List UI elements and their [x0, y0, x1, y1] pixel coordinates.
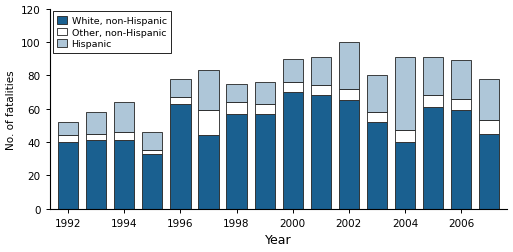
Bar [395, 131, 415, 143]
Bar [226, 84, 247, 103]
Y-axis label: No. of fatalities: No. of fatalities [6, 70, 15, 149]
Bar [283, 59, 303, 83]
Bar [86, 113, 106, 134]
Bar [367, 113, 387, 122]
Bar [86, 141, 106, 209]
Bar [58, 143, 78, 209]
Bar [395, 143, 415, 209]
Bar [254, 114, 275, 209]
Bar [479, 134, 499, 209]
Bar [367, 122, 387, 209]
Bar [199, 136, 219, 209]
Bar [254, 83, 275, 104]
Bar [142, 154, 163, 209]
Bar [451, 61, 471, 99]
X-axis label: Year: Year [265, 234, 292, 246]
Bar [199, 71, 219, 111]
Bar [142, 133, 163, 151]
Bar [423, 58, 443, 96]
Bar [339, 101, 359, 209]
Bar [170, 79, 190, 98]
Bar [423, 96, 443, 108]
Bar [254, 104, 275, 114]
Bar [311, 86, 331, 96]
Bar [479, 121, 499, 134]
Bar [114, 141, 134, 209]
Bar [283, 93, 303, 209]
Bar [86, 134, 106, 141]
Bar [451, 99, 471, 111]
Bar [114, 103, 134, 133]
Bar [58, 136, 78, 143]
Bar [395, 58, 415, 131]
Bar [142, 151, 163, 154]
Bar [226, 114, 247, 209]
Bar [114, 133, 134, 141]
Bar [367, 76, 387, 113]
Bar [58, 122, 78, 136]
Bar [339, 43, 359, 89]
Bar [311, 96, 331, 209]
Bar [283, 83, 303, 93]
Legend: White, non-Hispanic, Other, non-Hispanic, Hispanic: White, non-Hispanic, Other, non-Hispanic… [53, 12, 171, 54]
Bar [170, 104, 190, 209]
Bar [451, 111, 471, 209]
Bar [311, 58, 331, 86]
Bar [423, 108, 443, 209]
Bar [199, 111, 219, 136]
Bar [170, 98, 190, 104]
Bar [339, 89, 359, 101]
Bar [479, 79, 499, 121]
Bar [226, 103, 247, 114]
